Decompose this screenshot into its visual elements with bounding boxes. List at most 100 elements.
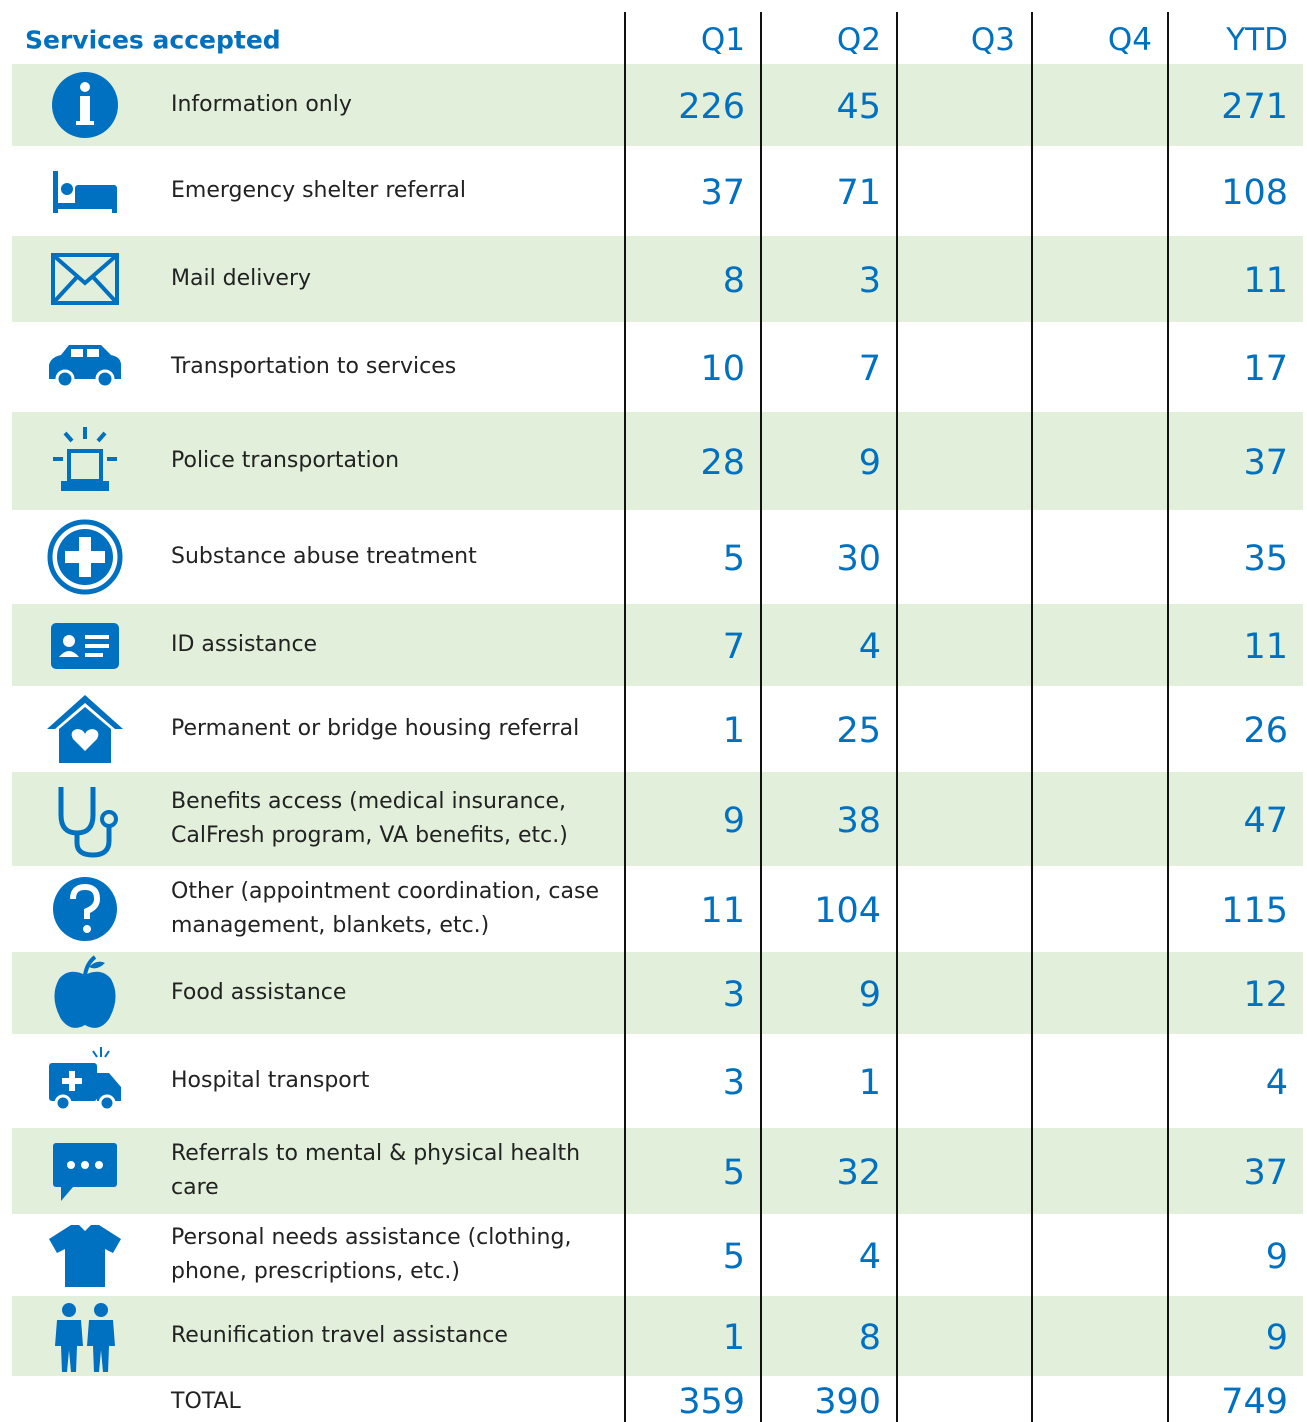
icon-svg xyxy=(58,787,118,858)
row-label: Reunification travel assistance xyxy=(171,1323,508,1348)
row-stripe xyxy=(12,604,1303,686)
row-stripe xyxy=(12,1128,1303,1214)
cell-value: 11 xyxy=(1243,261,1288,301)
cell-value: 32 xyxy=(836,1153,881,1193)
icon-svg xyxy=(54,955,116,1028)
row-label: Information only xyxy=(171,92,352,117)
column-divider xyxy=(1031,12,1033,1422)
total-label: TOTAL xyxy=(171,1389,241,1414)
icon xyxy=(45,1296,125,1376)
cell-value: 3 xyxy=(722,975,745,1015)
row-label: Substance abuse treatment xyxy=(171,544,477,569)
column-divider xyxy=(1167,12,1169,1422)
icon-svg xyxy=(51,623,119,669)
cell-value: 10 xyxy=(700,349,745,389)
icon-svg xyxy=(49,1225,121,1287)
cell-value: 71 xyxy=(836,173,881,213)
total-value: 749 xyxy=(1221,1382,1288,1422)
cell-value: 5 xyxy=(722,539,745,579)
cell-value: 7 xyxy=(858,349,881,389)
table-title: Services accepted xyxy=(25,25,281,55)
cell-value: 108 xyxy=(1221,173,1288,213)
cell-value: 25 xyxy=(836,711,881,751)
column-divider xyxy=(624,12,626,1422)
icon xyxy=(45,151,125,231)
cell-value: 5 xyxy=(722,1237,745,1277)
cell-value: 37 xyxy=(700,173,745,213)
cell-value: 1 xyxy=(722,711,745,751)
cell-value: 8 xyxy=(858,1318,881,1358)
row-label: Benefits access (medical insurance, CalF… xyxy=(171,789,568,848)
row-label: Hospital transport xyxy=(171,1068,370,1093)
cell-value: 9 xyxy=(1265,1318,1288,1358)
icon-svg xyxy=(55,1303,115,1372)
column-header: Q1 xyxy=(700,22,745,58)
icon-svg xyxy=(53,427,117,491)
cell-value: 1 xyxy=(722,1318,745,1358)
row-stripe xyxy=(12,952,1303,1034)
row-label: Mail delivery xyxy=(171,266,312,291)
cell-value: 47 xyxy=(1243,801,1288,841)
row-label: Other (appointment coordination, case ma… xyxy=(171,879,600,938)
column-header: Q2 xyxy=(836,22,881,58)
cell-value: 9 xyxy=(722,801,745,841)
icon xyxy=(45,689,125,769)
column-header: Q4 xyxy=(1107,22,1152,58)
cell-value: 3 xyxy=(858,261,881,301)
cell-value: 4 xyxy=(858,1237,881,1277)
cell-value: 9 xyxy=(858,443,881,483)
row-label: ID assistance xyxy=(171,632,318,657)
cell-value: 37 xyxy=(1243,1153,1288,1193)
cell-value: 8 xyxy=(722,261,745,301)
icon xyxy=(45,779,125,859)
cell-value: 26 xyxy=(1243,711,1288,751)
icon-svg xyxy=(53,1143,117,1201)
column-divider xyxy=(760,12,762,1422)
row-label: Referrals to mental & physical health ca… xyxy=(171,1141,581,1200)
cell-value: 37 xyxy=(1243,443,1288,483)
row-label: Personal needs assistance (clothing, pho… xyxy=(171,1225,572,1284)
icon xyxy=(45,1131,125,1211)
row-label: Food assistance xyxy=(171,980,347,1005)
total-value: 390 xyxy=(814,1382,881,1422)
cell-value: 4 xyxy=(858,627,881,667)
row-label: Transportation to services xyxy=(171,354,457,379)
cell-value: 11 xyxy=(1243,627,1288,667)
icon xyxy=(45,421,125,501)
icon xyxy=(45,239,125,319)
icon-svg xyxy=(52,72,118,138)
cell-value: 4 xyxy=(1265,1063,1288,1103)
cell-value: 35 xyxy=(1243,539,1288,579)
cell-value: 38 xyxy=(836,801,881,841)
cell-value: 28 xyxy=(700,443,745,483)
cell-value: 271 xyxy=(1221,87,1288,127)
icon-svg xyxy=(47,519,123,595)
cell-value: 11 xyxy=(700,891,745,931)
icon-svg xyxy=(53,171,117,213)
cell-value: 1 xyxy=(858,1063,881,1103)
column-header: Q3 xyxy=(970,22,1015,58)
icon xyxy=(45,517,125,597)
row-label: Police transportation xyxy=(171,448,400,473)
row-stripe xyxy=(12,412,1303,510)
cell-value: 226 xyxy=(678,87,745,127)
icon xyxy=(45,605,125,685)
cell-value: 3 xyxy=(722,1063,745,1103)
row-stripe xyxy=(12,236,1303,322)
column-divider xyxy=(896,12,898,1422)
cell-value: 9 xyxy=(1265,1237,1288,1277)
cell-value: 104 xyxy=(814,891,881,931)
cell-value: 12 xyxy=(1243,975,1288,1015)
icon xyxy=(45,953,125,1033)
cell-value: 5 xyxy=(722,1153,745,1193)
cell-value: 9 xyxy=(858,975,881,1015)
icon xyxy=(45,327,125,407)
row-label: Permanent or bridge housing referral xyxy=(171,716,580,741)
icon xyxy=(45,1041,125,1121)
icon-svg xyxy=(49,1047,121,1112)
row-stripe xyxy=(12,772,1303,866)
icon-svg xyxy=(51,253,119,305)
cell-value: 7 xyxy=(722,627,745,667)
row-stripe xyxy=(12,64,1303,146)
